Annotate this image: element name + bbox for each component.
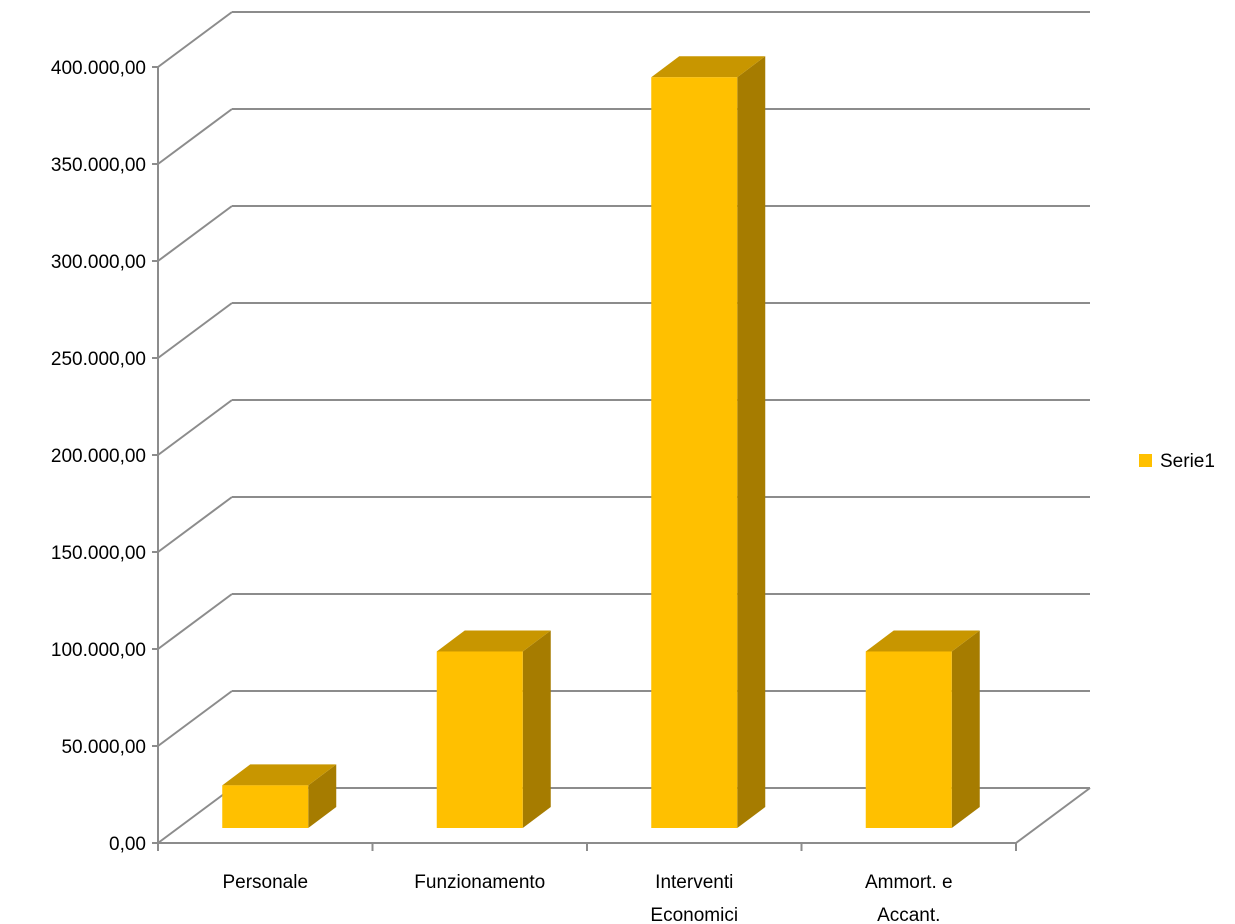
bars-layer <box>222 56 980 829</box>
x-category-label: Personale <box>222 872 308 893</box>
floor-right-edge <box>1015 787 1091 844</box>
y-tick-label: 50.000,00 <box>61 737 146 758</box>
bar-top-face <box>222 764 337 786</box>
axis-layer <box>152 66 1091 851</box>
x-category-label: Accant. <box>877 905 940 924</box>
y-tick-label: 250.000,00 <box>51 349 146 370</box>
y-tick-label: 350.000,00 <box>51 155 146 176</box>
side-wall-gridline <box>157 205 233 262</box>
side-wall-gridline <box>157 11 233 68</box>
legend: Serie1 <box>1139 451 1215 472</box>
x-category-label: Economici <box>650 905 738 924</box>
bar <box>865 630 980 828</box>
bar-top-face <box>865 630 980 652</box>
y-tick-label: 100.000,00 <box>51 640 146 661</box>
labels-layer: 0,00 50.000,00 100.000,00 150.000,00 200.000… <box>51 58 953 924</box>
bar <box>651 56 766 829</box>
y-tick-label: 300.000,00 <box>51 252 146 273</box>
legend-swatch-serie1 <box>1139 454 1152 467</box>
bar-front-face <box>436 651 523 828</box>
side-wall-gridline <box>157 690 233 747</box>
bar <box>436 630 551 828</box>
legend-label-serie1: Serie1 <box>1160 451 1215 472</box>
bar-side-face <box>737 56 766 829</box>
bar-top-face <box>436 630 551 652</box>
y-tick-label: 400.000,00 <box>51 58 146 79</box>
bar-front-face <box>651 77 738 829</box>
bar-front-face <box>865 651 952 828</box>
side-wall-gridline <box>157 302 233 359</box>
bar <box>222 764 337 828</box>
side-wall-gridline <box>157 593 233 650</box>
y-tick-label: 0,00 <box>109 834 146 855</box>
x-category-label: Interventi <box>655 872 733 893</box>
side-wall-gridline <box>157 399 233 456</box>
bar-top-face <box>651 56 766 78</box>
bar-side-face <box>308 764 337 828</box>
bar-front-face <box>222 785 309 828</box>
bar-side-face <box>522 630 551 828</box>
x-category-label: Ammort. e <box>865 872 953 893</box>
side-wall-gridline <box>157 496 233 553</box>
side-wall-gridline <box>157 108 233 165</box>
y-tick-label: 200.000,00 <box>51 446 146 467</box>
x-category-label: Funzionamento <box>414 872 545 893</box>
y-tick-label: 150.000,00 <box>51 543 146 564</box>
side-wall-gridline <box>157 787 233 844</box>
bar-side-face <box>951 630 980 828</box>
